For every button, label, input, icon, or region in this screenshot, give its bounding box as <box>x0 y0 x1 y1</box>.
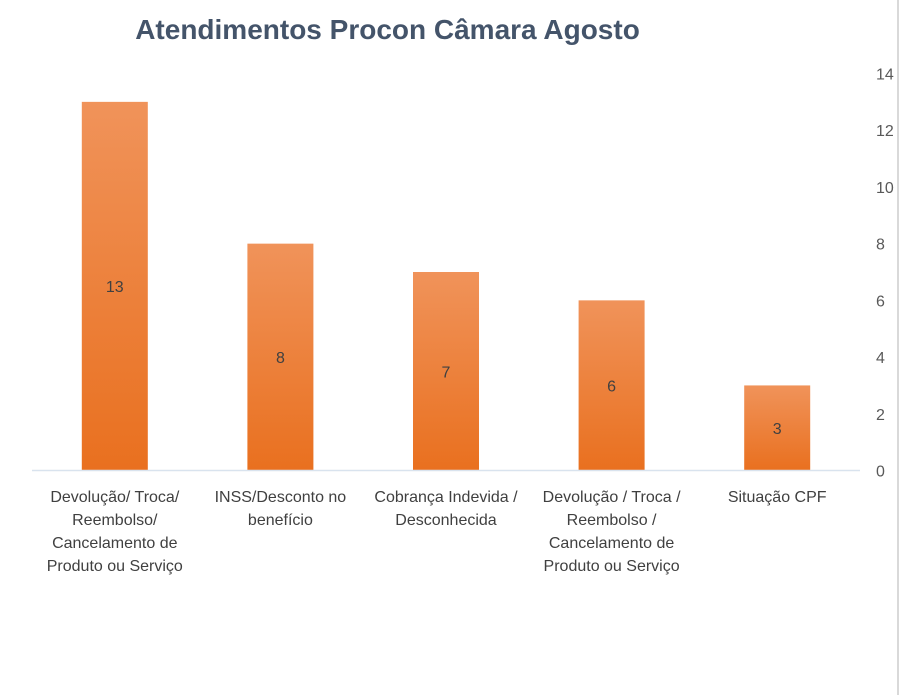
data-label-2: 8 <box>276 350 285 367</box>
y-tick-label: 6 <box>876 293 885 310</box>
data-label-5: 3 <box>773 421 782 438</box>
bar-4 <box>578 300 645 471</box>
bar-2 <box>247 243 314 471</box>
bar-1 <box>81 101 148 471</box>
data-label-4: 6 <box>607 378 616 395</box>
category-label-5: Situação CPF <box>728 489 827 506</box>
y-tick-label: 2 <box>876 407 885 424</box>
data-label-1: 13 <box>106 279 124 296</box>
y-tick-label: 8 <box>876 237 885 254</box>
bar-5 <box>744 385 811 471</box>
chart-title: Atendimentos Procon Câmara Agosto <box>135 14 640 45</box>
y-tick-label: 4 <box>876 350 885 367</box>
category-label-1: Devolução/ Troca/Reembolso/Cancelamento … <box>47 489 183 575</box>
data-label-3: 7 <box>442 364 451 381</box>
category-label-2: INSS/Desconto no benefício <box>215 489 347 529</box>
frame-border <box>897 0 899 695</box>
category-label-3: Cobrança Indevida / Desconhecida <box>374 489 518 529</box>
y-tick-label: 14 <box>876 67 894 84</box>
y-tick-label: 12 <box>876 123 894 140</box>
y-tick-label: 10 <box>876 180 894 197</box>
category-label-4: Devolução / Troca / Reembolso / Cancelamen… <box>543 489 681 575</box>
bar-3 <box>413 272 479 471</box>
y-tick-label: 0 <box>876 464 885 481</box>
